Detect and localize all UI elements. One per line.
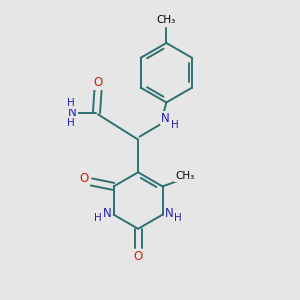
Text: N: N <box>103 207 112 220</box>
Text: CH₃: CH₃ <box>175 171 194 181</box>
Text: O: O <box>79 172 88 185</box>
Text: N: N <box>68 106 77 119</box>
Text: O: O <box>134 250 143 262</box>
Text: H: H <box>68 98 75 108</box>
Text: H: H <box>94 213 102 223</box>
Text: N: N <box>165 207 173 220</box>
Text: H: H <box>68 118 75 128</box>
Text: O: O <box>93 76 103 89</box>
Text: H: H <box>174 213 182 223</box>
Text: N: N <box>161 112 170 124</box>
Text: CH₃: CH₃ <box>157 15 176 25</box>
Text: H: H <box>171 120 179 130</box>
